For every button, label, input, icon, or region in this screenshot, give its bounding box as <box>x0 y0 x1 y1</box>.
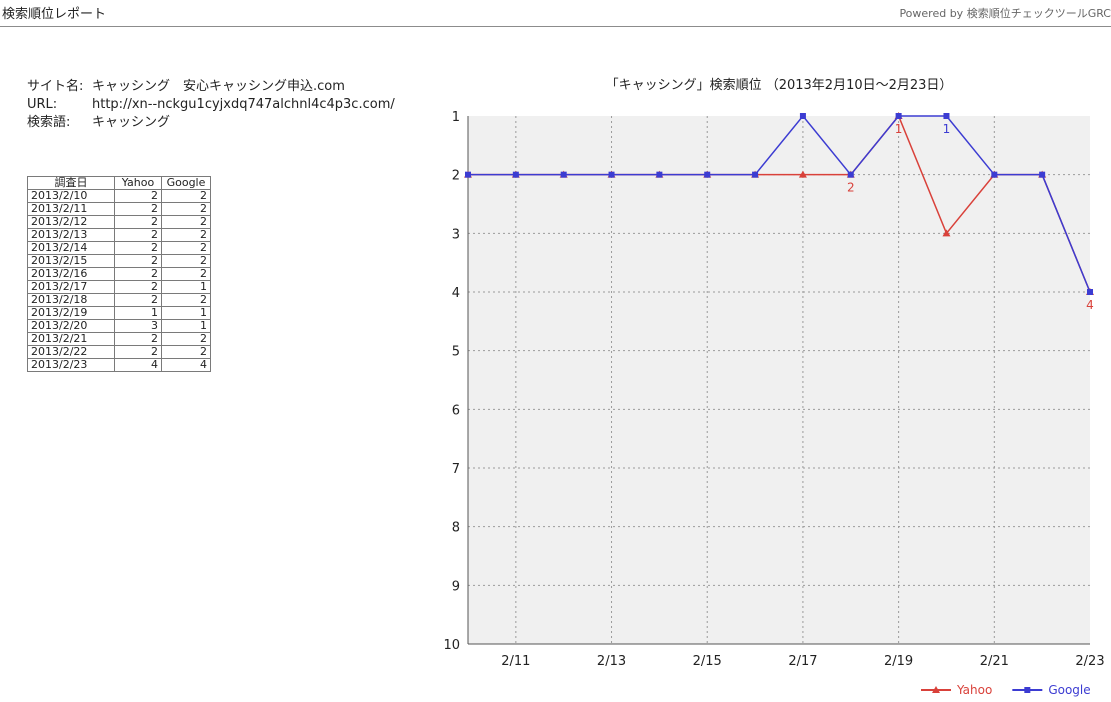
table-row: 2013/2/23 4 4 <box>27 358 211 372</box>
x-tick-label: 2/19 <box>884 654 913 669</box>
google-legend-marker <box>1024 687 1031 693</box>
date-cell: 2013/2/15 <box>27 254 115 268</box>
google-point <box>847 171 854 178</box>
site-info: サイト名: キャッシング 安心キャッシング申込.com URL: http://… <box>27 78 395 132</box>
google-point <box>991 171 998 178</box>
y-tick-label: 3 <box>452 227 460 242</box>
powered-by-text: Powered by 検索順位チェックツールGRC <box>899 7 1111 20</box>
ranking-table: 調査日 Yahoo Google 2013/2/10 2 2 2013/2/11 2 2 2… <box>27 176 211 372</box>
url-row: URL: http://xn--nckgu1cyjxdq747alchnl4c4… <box>27 96 395 114</box>
google-legend-label: Google <box>1048 683 1090 697</box>
y-tick-label: 10 <box>443 638 460 653</box>
url-value: http://xn--nckgu1cyjxdq747alchnl4c4p3c.c… <box>92 97 395 112</box>
y-tick-label: 5 <box>452 345 460 360</box>
chart-title: 「キャッシング」検索順位 （2013年2月10日〜2月23日） <box>606 78 953 93</box>
table-row: 2013/2/12 2 2 <box>27 215 211 229</box>
y-tick-label: 7 <box>452 462 460 477</box>
google-point <box>512 171 519 178</box>
yahoo-point <box>798 170 807 178</box>
google-point <box>895 113 902 119</box>
google-point <box>704 171 711 178</box>
yahoo-legend-marker <box>932 686 940 693</box>
column-header-google: Google <box>161 176 211 190</box>
yahoo-data-label: 2 <box>847 181 855 195</box>
site-name-value: キャッシング 安心キャッシング申込.com <box>92 79 345 94</box>
google-point <box>943 113 950 119</box>
x-tick-label: 2/15 <box>693 654 722 669</box>
yahoo-data-label: 1 <box>895 122 903 136</box>
google-point <box>1087 289 1093 295</box>
x-tick-label: 2/11 <box>501 654 530 669</box>
column-header-yahoo: Yahoo <box>114 176 162 190</box>
table-header-row: 調査日 Yahoo Google <box>27 176 211 190</box>
google-point <box>1039 171 1046 178</box>
table-row: 2013/2/13 2 2 <box>27 228 211 242</box>
date-cell: 2013/2/12 <box>27 215 115 229</box>
yahoo-point <box>942 229 951 237</box>
date-cell: 2013/2/16 <box>27 267 115 281</box>
plot-area <box>468 116 1090 644</box>
yahoo-data-label: 4 <box>1086 298 1094 312</box>
x-tick-label: 2/13 <box>597 654 626 669</box>
keyword-row: 検索語: キャッシング <box>27 114 395 132</box>
report-header: 検索順位レポート Powered by 検索順位チェックツールGRC <box>0 0 1111 27</box>
table-row: 2013/2/14 2 2 <box>27 241 211 255</box>
table-row: 2013/2/11 2 2 <box>27 202 211 216</box>
y-tick-label: 1 <box>452 110 460 125</box>
y-tick-label: 2 <box>452 169 460 184</box>
google-point <box>465 171 471 178</box>
google-point <box>560 171 567 178</box>
x-tick-label: 2/23 <box>1075 654 1104 669</box>
google-point <box>656 171 663 178</box>
google-series-line <box>468 114 1091 293</box>
report-title: 検索順位レポート <box>2 7 107 22</box>
date-cell: 2013/2/13 <box>27 228 115 242</box>
x-tick-label: 2/21 <box>980 654 1009 669</box>
google-rank-cell: 2 <box>161 332 211 346</box>
google-point <box>752 171 759 178</box>
site-name-label: サイト名: <box>27 79 84 94</box>
table-row: 2013/2/10 2 2 <box>27 189 211 203</box>
google-rank-cell: 4 <box>161 358 211 372</box>
date-cell: 2013/2/10 <box>27 189 115 203</box>
google-point <box>799 113 806 119</box>
google-data-label: 1 <box>943 122 951 136</box>
yahoo-legend-label: Yahoo <box>956 683 992 697</box>
y-tick-label: 4 <box>452 286 460 301</box>
date-cell: 2013/2/17 <box>27 280 115 294</box>
google-point <box>608 171 615 178</box>
date-cell: 2013/2/19 <box>27 306 115 320</box>
url-label: URL: <box>27 97 58 112</box>
keyword-label: 検索語: <box>27 115 71 130</box>
keyword-value: キャッシング <box>92 115 171 130</box>
table-row: 2013/2/15 2 2 <box>27 254 211 268</box>
site-name-row: サイト名: キャッシング 安心キャッシング申込.com <box>27 78 395 96</box>
date-cell: 2013/2/11 <box>27 202 115 216</box>
x-tick-label: 2/17 <box>788 654 817 669</box>
y-tick-label: 8 <box>452 521 460 536</box>
y-tick-label: 9 <box>452 579 460 594</box>
y-tick-label: 6 <box>452 403 460 418</box>
table-body: 2013/2/10 2 2 2013/2/11 2 2 2013/2/12 2 2 2013/2/… <box>27 189 211 372</box>
